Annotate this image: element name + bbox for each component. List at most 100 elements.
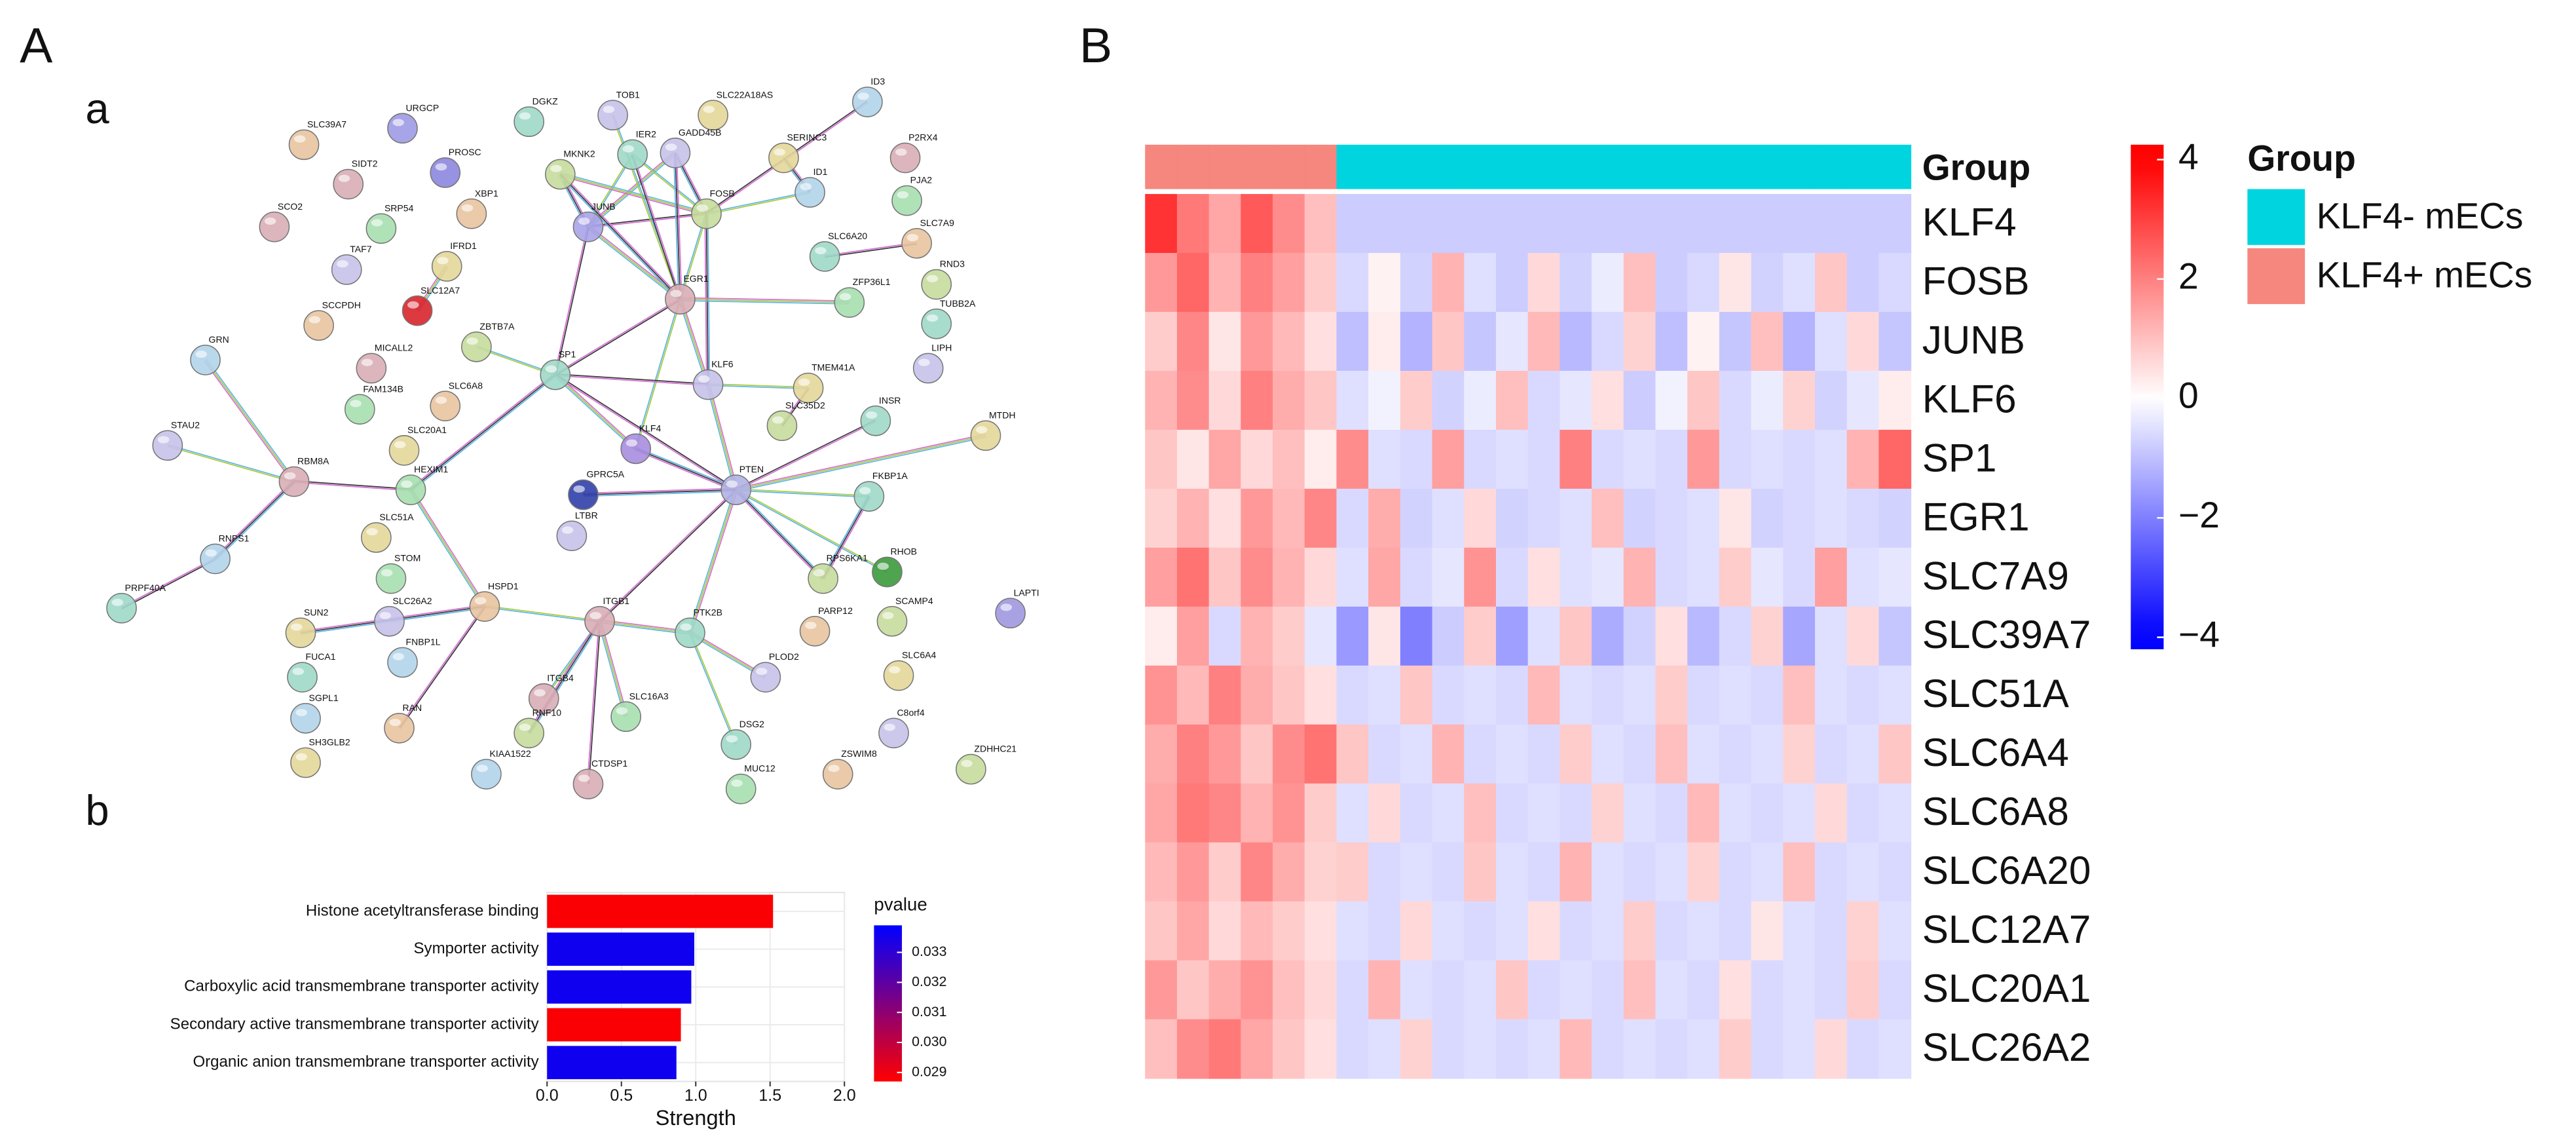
network-edge <box>586 151 675 227</box>
heatmap-cell <box>1368 429 1401 489</box>
heatmap-cell <box>1400 194 1433 254</box>
heatmap-cell <box>1368 547 1401 607</box>
heatmap-cell <box>1623 901 1656 961</box>
heatmap-cell <box>1496 429 1529 489</box>
network-edge <box>204 360 293 483</box>
heatmap-cell <box>1176 312 1210 372</box>
node-label: LTBR <box>575 510 598 520</box>
network-node <box>691 198 722 229</box>
group-cell <box>1145 144 1178 189</box>
colorbar-tick-label: 0.031 <box>912 1004 946 1020</box>
heatmap-cell <box>1815 1019 1848 1079</box>
network-node <box>456 198 487 229</box>
heatmap-cell <box>1719 960 1752 1020</box>
node-highlight <box>703 105 715 113</box>
heatmap-cell <box>1336 194 1370 254</box>
heatmap-cell <box>1751 253 1784 313</box>
heatmap-cell <box>1368 312 1401 372</box>
network-node <box>692 369 724 400</box>
heatmap-cell <box>1878 253 1912 313</box>
node-label: SCO2 <box>278 201 303 212</box>
heatmap-cell <box>1846 665 1880 725</box>
network-node <box>852 86 883 117</box>
network-edge <box>583 487 736 494</box>
heatmap-cell <box>1559 312 1593 372</box>
heatmap-cell <box>1592 724 1624 784</box>
panel-label: b <box>85 786 109 834</box>
heatmap-cell <box>1496 783 1529 843</box>
network-node <box>556 520 588 552</box>
heatmap-cell <box>1592 665 1624 725</box>
heatmap-cell <box>1208 253 1242 313</box>
heatmap-cell <box>1751 901 1784 961</box>
row-label: SP1 <box>1922 436 1997 480</box>
network-edge <box>555 299 681 376</box>
network-edge <box>553 375 635 451</box>
network-node <box>200 543 231 575</box>
group-cell <box>1368 144 1401 189</box>
heatmap-cell <box>1559 724 1593 784</box>
heatmap-cell <box>1400 1019 1433 1079</box>
group-cell <box>1815 144 1848 189</box>
heatmap-cell <box>1176 724 1210 784</box>
heatmap-cell <box>1655 665 1689 725</box>
network-node <box>278 466 310 497</box>
network-edge <box>688 632 736 746</box>
network-node <box>970 420 1001 451</box>
heatmap-cell <box>1464 547 1497 607</box>
heatmap-cell <box>1846 194 1880 254</box>
heatmap-cell <box>1176 253 1210 313</box>
network-node <box>365 213 397 244</box>
heatmap-cell <box>1878 1019 1912 1079</box>
heatmap-cell <box>1655 429 1689 489</box>
heatmap-cell <box>1783 253 1816 313</box>
heatmap-cell <box>1878 370 1912 430</box>
network-edge <box>708 385 809 390</box>
colorbar-tick-label: 0.033 <box>912 944 946 959</box>
heatmap-cell <box>1592 842 1624 902</box>
node-highlight <box>293 135 306 143</box>
network-node <box>921 269 952 300</box>
heatmap-cell <box>1623 253 1656 313</box>
network-node <box>259 211 290 242</box>
node-highlight <box>350 400 362 408</box>
x-tick-label: 2.0 <box>833 1086 856 1105</box>
network-edge <box>561 172 682 299</box>
node-highlight <box>884 723 896 731</box>
node-highlight <box>366 528 378 536</box>
heatmap-cell <box>1241 724 1274 784</box>
heatmap-cell <box>1783 901 1816 961</box>
colorbar-tick-label: 4 <box>2178 136 2199 177</box>
node-highlight <box>338 174 350 182</box>
node-label: ID3 <box>870 76 885 86</box>
node-label: C8orf4 <box>897 707 925 717</box>
heatmap-cell <box>1783 783 1816 843</box>
heatmap-cell <box>1719 194 1752 254</box>
heatmap: Group KLF4 FOSB JUNB KLF6 SP1 EGR1 SLC7A9 SLC39A… <box>1145 136 2532 1079</box>
heatmap-cell <box>1592 488 1624 548</box>
node-label: HEXIM1 <box>414 464 448 474</box>
row-label: SLC51A <box>1922 672 2070 715</box>
heatmap-cell <box>1273 253 1305 313</box>
network-node <box>106 592 137 624</box>
node-label: FNBP1L <box>406 637 441 647</box>
heatmap-cell <box>1655 1019 1689 1079</box>
heatmap-cell <box>1527 901 1561 961</box>
network-edge <box>706 385 736 491</box>
node-highlight <box>798 378 810 386</box>
heatmap-cell <box>1559 370 1593 430</box>
heatmap-cell <box>1145 312 1178 372</box>
network-edge <box>735 489 887 573</box>
node-label: TAF7 <box>350 244 371 254</box>
node-highlight <box>157 436 170 444</box>
heatmap-cell <box>1783 312 1816 372</box>
node-highlight <box>519 723 531 731</box>
heatmap-cell <box>1464 606 1497 666</box>
network-edge <box>206 358 296 482</box>
heatmap-cell <box>1432 901 1465 961</box>
network-edge <box>555 373 709 385</box>
heatmap-cell <box>1527 665 1561 725</box>
heatmap-cell <box>1623 960 1656 1020</box>
node-highlight <box>813 569 825 577</box>
